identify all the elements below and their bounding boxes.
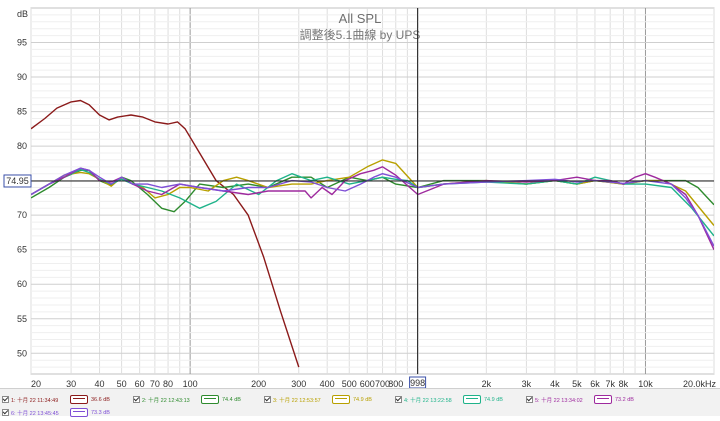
- legend-style-button[interactable]: [332, 395, 350, 404]
- legend-series-name: 1: 十月 22 11:34:49: [11, 397, 59, 404]
- legend-checkbox[interactable]: [526, 396, 533, 403]
- legend-style-button[interactable]: [70, 395, 88, 404]
- cursor[interactable]: 74.95 998: [3, 8, 714, 388]
- y-tick-label: 60: [17, 279, 27, 289]
- y-axis-ticks: 95908580757065605550: [17, 38, 27, 359]
- legend-checkbox[interactable]: [395, 396, 402, 403]
- x-tick-label: 70: [150, 379, 160, 388]
- legend-checkbox[interactable]: [264, 396, 271, 403]
- legend-series-value: 74.9 dB: [353, 396, 372, 403]
- x-tick-label: 2k: [482, 379, 492, 388]
- x-tick-label: 7k: [605, 379, 615, 388]
- y-tick-label: 55: [17, 314, 27, 324]
- x-tick-label: 50: [117, 379, 127, 388]
- y-tick-label: 50: [17, 348, 27, 358]
- legend-style-button[interactable]: [463, 395, 481, 404]
- legend-line-swatch: [466, 398, 478, 400]
- legend-item: 5: 十月 22 13:34:02 73.2 dB: [526, 393, 651, 406]
- legend-series-name: 4: 十月 22 13:22:58: [404, 397, 452, 404]
- legend-item: 3: 十月 22 12:53:57 74.9 dB: [264, 393, 389, 406]
- chart-subtitle: 調整後5.1曲線 by UPS: [300, 27, 421, 42]
- x-tick-label: 700: [375, 379, 390, 388]
- x-tick-label: 60: [135, 379, 145, 388]
- legend-style-button[interactable]: [594, 395, 612, 404]
- legend-checkbox[interactable]: [2, 409, 9, 416]
- legend-series-value: 74.4 dB: [222, 396, 241, 403]
- legend-item: 4: 十月 22 13:22:58 74.9 dB: [395, 393, 520, 406]
- x-tick-label: 200: [251, 379, 266, 388]
- x-tick-label: 20.0kHz: [683, 379, 717, 388]
- legend-line-swatch: [204, 398, 216, 400]
- x-tick-label: 20: [31, 379, 41, 388]
- cursor-x-readout-box: [409, 376, 427, 388]
- legend-item: 2: 十月 22 12:43:13 74.4 dB: [133, 393, 258, 406]
- legend-line-swatch: [597, 398, 609, 400]
- legend-line-swatch: [335, 398, 347, 400]
- legend-series-value: 73.2 dB: [615, 396, 634, 403]
- legend-series-value: 36.6 dB: [91, 396, 110, 403]
- x-tick-label: 6k: [590, 379, 600, 388]
- y-tick-label: 95: [17, 38, 27, 48]
- x-tick-label: 80: [163, 379, 173, 388]
- legend-series-name: 3: 十月 22 12:53:57: [273, 397, 321, 404]
- legend: 1: 十月 22 11:34:49 36.6 dB 2: 十月 22 12:43:1…: [0, 388, 720, 419]
- y-tick-label: 70: [17, 210, 27, 220]
- x-tick-label: 300: [291, 379, 306, 388]
- x-tick-label: 10k: [638, 379, 653, 388]
- x-tick-label: 400: [320, 379, 335, 388]
- legend-checkbox[interactable]: [2, 396, 9, 403]
- legend-line-swatch: [73, 411, 85, 413]
- legend-item: 6: 十月 22 13:45:45 73.3 dB: [2, 406, 127, 419]
- chart-title: All SPL: [339, 11, 382, 26]
- legend-style-button[interactable]: [201, 395, 219, 404]
- x-tick-label: 40: [95, 379, 105, 388]
- legend-row: 1: 十月 22 11:34:49 36.6 dB 2: 十月 22 12:43:1…: [2, 390, 657, 406]
- y-tick-label: 90: [17, 72, 27, 82]
- x-tick-label: 800: [388, 379, 403, 388]
- legend-series-value: 74.9 dB: [484, 396, 503, 403]
- legend-item: 1: 十月 22 11:34:49 36.6 dB: [2, 393, 127, 406]
- y-tick-label: 80: [17, 141, 27, 151]
- legend-checkbox[interactable]: [133, 396, 140, 403]
- y-axis-label: dB: [17, 9, 28, 19]
- legend-series-name: 5: 十月 22 13:34:02: [535, 397, 583, 404]
- y-tick-label: 85: [17, 107, 27, 117]
- x-tick-label: 100: [183, 379, 198, 388]
- cursor-y-readout-box: [3, 174, 32, 188]
- plot-background: [30, 7, 715, 375]
- legend-series-name: 6: 十月 22 13:45:45: [11, 410, 59, 417]
- cursor-x-readout: 998: [410, 378, 425, 388]
- series-line: [31, 99, 300, 368]
- x-tick-label: 3k: [522, 379, 532, 388]
- x-tick-label: 4k: [550, 379, 560, 388]
- x-tick-label: 5k: [572, 379, 582, 388]
- legend-row: 6: 十月 22 13:45:45 73.3 dB: [2, 403, 133, 419]
- legend-series-value: 73.3 dB: [91, 409, 110, 416]
- cursor-y-readout: 74.95: [6, 176, 29, 186]
- legend-series-name: 2: 十月 22 12:43:13: [142, 397, 190, 404]
- legend-line-swatch: [73, 398, 85, 400]
- x-tick-label: 600: [360, 379, 375, 388]
- x-tick-label: 500: [342, 379, 357, 388]
- y-tick-label: 65: [17, 245, 27, 255]
- x-tick-label: 30: [66, 379, 76, 388]
- x-tick-label: 8k: [619, 379, 629, 388]
